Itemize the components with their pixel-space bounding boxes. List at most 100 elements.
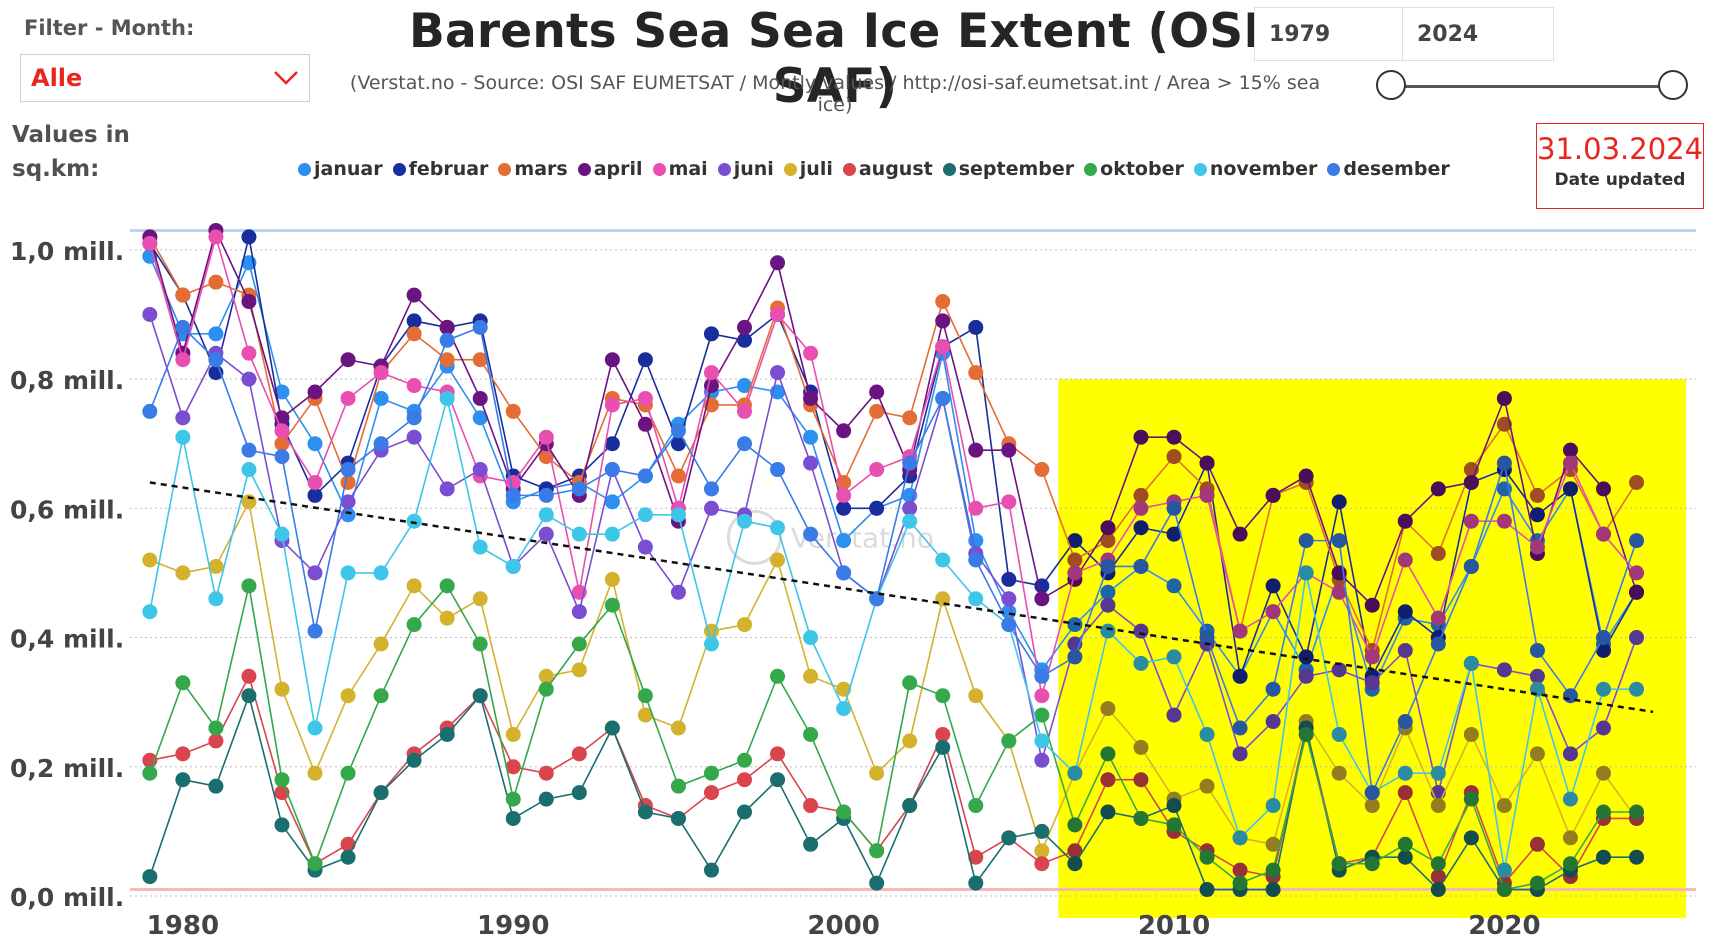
point-februar (1562, 481, 1578, 497)
point-februar (670, 436, 686, 452)
values-unit-line2: sq.km: (12, 156, 100, 182)
point-januar (472, 410, 488, 426)
legend-item-januar[interactable]: januar (298, 158, 383, 180)
slider-track (1392, 85, 1672, 88)
legend-item-mars[interactable]: mars (498, 158, 568, 180)
point-mai (1562, 455, 1578, 471)
point-februar (1034, 578, 1050, 594)
point-november (1298, 565, 1314, 581)
point-januar (274, 384, 290, 400)
year-range-slider[interactable] (1372, 66, 1692, 106)
point-januar (1100, 584, 1116, 600)
chevron-down-icon (274, 71, 298, 85)
point-april (1595, 481, 1611, 497)
point-oktober (472, 636, 488, 652)
chart-subtitle: (Verstat.no - Source: OSI SAF EUMETSAT /… (349, 72, 1321, 116)
point-april (241, 294, 257, 310)
year-from-input[interactable]: 1979 (1254, 7, 1406, 61)
point-august (703, 785, 719, 801)
point-mars (1629, 474, 1645, 490)
point-juni (175, 410, 191, 426)
point-mai (703, 365, 719, 381)
point-juli (1364, 798, 1380, 814)
point-desember (373, 436, 389, 452)
point-mars (406, 326, 422, 342)
point-september (670, 810, 686, 826)
point-desember (968, 552, 984, 568)
point-november (968, 591, 984, 607)
point-desember (1463, 558, 1479, 574)
point-november (505, 558, 521, 574)
series-line-mai (149, 233, 1638, 696)
point-desember (1529, 642, 1545, 658)
legend-item-desember[interactable]: desember (1327, 158, 1450, 180)
legend-item-juli[interactable]: juli (783, 158, 833, 180)
legend-item-februar[interactable]: februar (392, 158, 488, 180)
point-oktober (1199, 849, 1215, 865)
point-oktober (175, 675, 191, 691)
point-november (836, 701, 852, 717)
point-juni (803, 455, 819, 471)
slider-handle-end[interactable] (1658, 70, 1688, 100)
point-juni (1100, 597, 1116, 613)
point-desember (1166, 500, 1182, 516)
point-mai (1595, 526, 1611, 542)
point-juli (505, 726, 521, 742)
point-november (902, 513, 918, 529)
point-juli (604, 571, 620, 587)
point-februar (1001, 571, 1017, 587)
point-november (175, 429, 191, 445)
point-november (142, 604, 158, 620)
point-mars (902, 410, 918, 426)
point-desember (1595, 630, 1611, 646)
point-februar (737, 332, 753, 348)
point-mars (935, 294, 951, 310)
point-desember (340, 462, 356, 478)
legend-dot (392, 162, 406, 176)
month-filter-value: Alle (31, 64, 83, 92)
legend-dot (577, 162, 591, 176)
slider-handle-start[interactable] (1376, 70, 1406, 100)
point-september (373, 785, 389, 801)
point-mai (505, 474, 521, 490)
point-juli (274, 681, 290, 697)
point-november (1595, 681, 1611, 697)
point-desember (1496, 455, 1512, 471)
point-oktober (737, 752, 753, 768)
point-september (637, 804, 653, 820)
point-november (1067, 765, 1083, 781)
legend-label: november (1209, 158, 1318, 180)
point-januar (208, 326, 224, 342)
point-mai (637, 390, 653, 406)
point-mai (340, 390, 356, 406)
point-juli (340, 688, 356, 704)
legend-item-mai[interactable]: mai (652, 158, 708, 180)
point-oktober (1298, 726, 1314, 742)
month-filter-dropdown[interactable]: Alle (20, 54, 310, 102)
point-desember (1331, 533, 1347, 549)
legend-label: januar (314, 158, 383, 180)
point-september (902, 798, 918, 814)
legend-item-oktober[interactable]: oktober (1084, 158, 1184, 180)
legend-item-november[interactable]: november (1193, 158, 1318, 180)
point-november (208, 591, 224, 607)
legend-item-juni[interactable]: juni (717, 158, 774, 180)
values-unit-label: Values in sq.km: (12, 118, 130, 186)
point-september (703, 862, 719, 878)
point-mai (307, 474, 323, 490)
point-mars (472, 352, 488, 368)
point-august (1397, 785, 1413, 801)
point-februar (836, 500, 852, 516)
point-februar (1265, 578, 1281, 594)
legend-item-april[interactable]: april (577, 158, 643, 180)
legend-dot (783, 162, 797, 176)
legend-item-august[interactable]: august (842, 158, 933, 180)
point-april (968, 442, 984, 458)
point-desember (1364, 785, 1380, 801)
legend-dot (652, 162, 666, 176)
year-to-input[interactable]: 2024 (1402, 7, 1554, 61)
legend-item-september[interactable]: september (942, 158, 1074, 180)
point-juni (538, 526, 554, 542)
point-juli (1496, 798, 1512, 814)
point-desember (902, 455, 918, 471)
